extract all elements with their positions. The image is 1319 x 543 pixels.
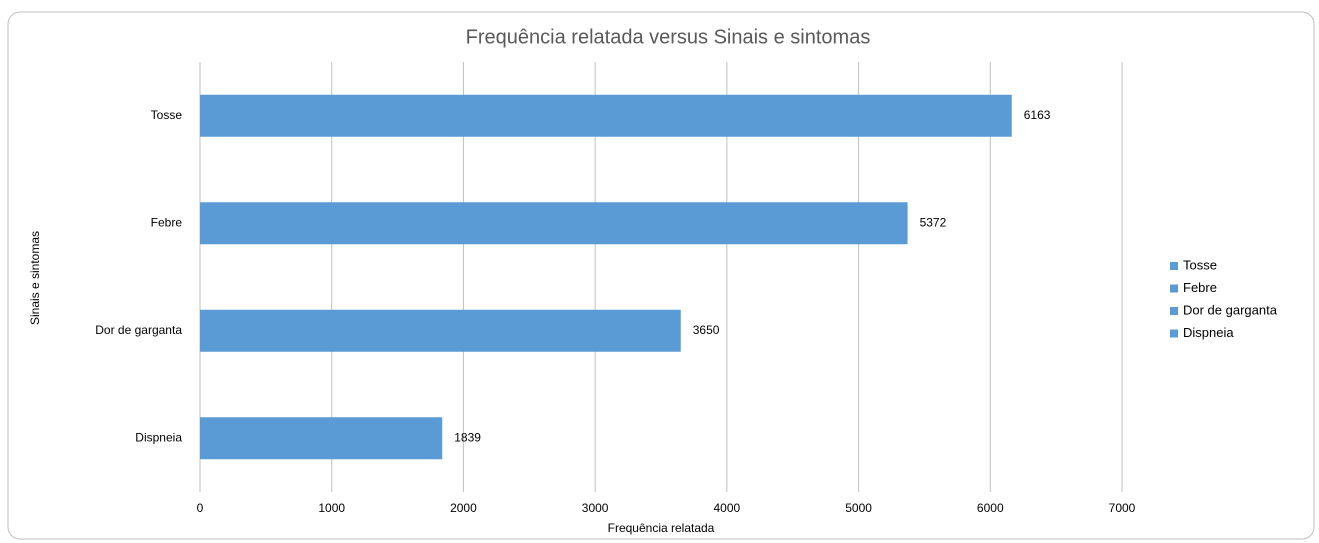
legend-swatch [1170, 307, 1178, 315]
data-label: 3650 [693, 323, 720, 337]
y-tick-label: Dor de garganta [95, 323, 182, 337]
legend-swatch [1170, 329, 1178, 338]
chart-title: Frequência relatada versus Sinais e sint… [466, 26, 871, 48]
x-axis-label: Frequência relatada [608, 521, 715, 535]
data-label: 5372 [920, 215, 947, 229]
legend-swatch [1170, 284, 1178, 293]
chart-border [7, 11, 1315, 540]
bar [200, 417, 443, 460]
bar [200, 202, 908, 245]
legend-label: Dor de garganta [1183, 302, 1278, 317]
bar [200, 94, 1012, 137]
x-tick-label: 4000 [714, 501, 741, 515]
bar [200, 309, 681, 352]
x-tick-label: 5000 [845, 501, 872, 515]
y-tick-label: Dispneia [135, 430, 182, 444]
y-tick-label: Febre [151, 215, 183, 229]
y-tick-label: Tosse [151, 108, 183, 122]
legend-label: Tosse [1183, 257, 1217, 272]
legend-swatch [1170, 262, 1178, 270]
x-tick-label: 0 [197, 501, 204, 515]
x-tick-label: 1000 [318, 501, 345, 515]
data-label: 6163 [1024, 108, 1051, 122]
x-tick-label: 7000 [1109, 501, 1136, 515]
data-label: 1839 [454, 430, 481, 444]
x-tick-label: 2000 [450, 501, 477, 515]
y-axis-label: Sinais e sintomas [28, 231, 42, 325]
legend-label: Dispneia [1183, 325, 1234, 340]
legend-label: Febre [1183, 280, 1217, 295]
x-tick-label: 3000 [582, 501, 609, 515]
x-tick-label: 6000 [977, 501, 1004, 515]
